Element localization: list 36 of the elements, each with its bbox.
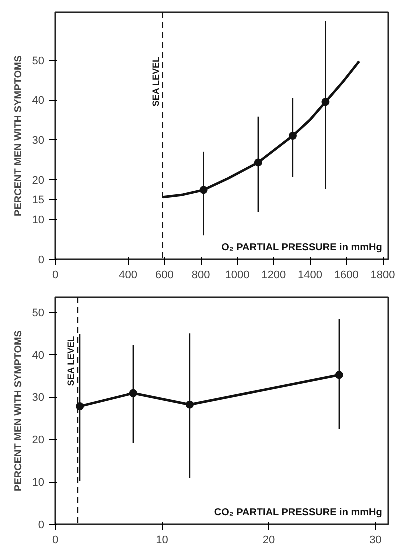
y-tick-label: 20 — [32, 434, 45, 447]
y-tick-label: 0 — [38, 520, 45, 532]
x-tick-label: 1800 — [370, 270, 396, 282]
y-axis-title: PERCENT MEN WITH SYMPTOMS — [13, 330, 24, 492]
point — [76, 402, 84, 411]
y-tick-label: 20 — [32, 174, 45, 187]
x-axis-title: O₂ PARTIAL PRESSURE in mmHg — [222, 242, 382, 254]
x-tick-label: 20 — [262, 534, 276, 546]
y-axis-title: PERCENT MEN WITH SYMPTOMS — [13, 55, 24, 216]
point — [186, 400, 194, 409]
x-tick-label: 1000 — [225, 270, 250, 282]
x-tick-label: 600 — [156, 270, 174, 282]
ref-line-label: SEA LEVEL — [150, 56, 161, 107]
y-tick-label: 50 — [32, 307, 45, 320]
y-tick-label: 50 — [32, 55, 45, 68]
x-tick-label: 800 — [192, 270, 210, 282]
x-tick-label: 0 — [52, 270, 59, 282]
x-tick-label: 0 — [52, 534, 59, 546]
y-tick-label: 10 — [32, 214, 45, 227]
point — [335, 371, 344, 380]
point — [129, 389, 138, 398]
x-tick-label: 400 — [119, 270, 138, 282]
y-tick-label: 40 — [32, 350, 45, 362]
x-tick-label: 10 — [156, 534, 168, 546]
x-tick-label: 1400 — [298, 270, 323, 282]
y-tick-label: 30 — [32, 134, 45, 147]
y-tick-label: 30 — [32, 392, 45, 404]
x-tick-label: 1200 — [262, 270, 286, 282]
x-tick-label: 30 — [370, 534, 382, 546]
y-tick-label: 15 — [32, 194, 45, 207]
x-axis-title: CO₂ PARTIAL PRESSURE in mmHg — [214, 508, 382, 518]
x-tick-label: 1600 — [334, 270, 359, 282]
y-tick-label: 0 — [38, 254, 45, 266]
y-tick-label: 40 — [32, 95, 45, 108]
ref-line-label: SEA LEVEL — [66, 336, 76, 386]
y-tick-label: 10 — [32, 477, 45, 490]
